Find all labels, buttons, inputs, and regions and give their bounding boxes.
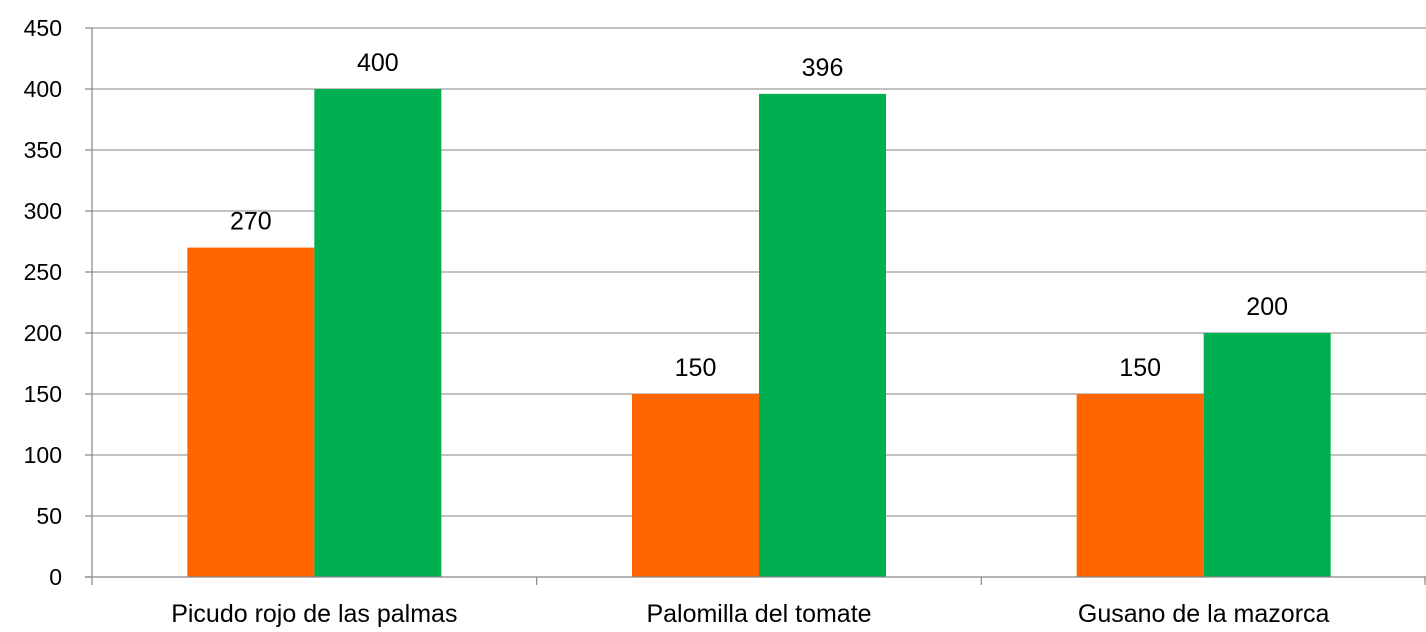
data-label: 150 xyxy=(1119,354,1161,382)
data-label: 400 xyxy=(357,49,399,77)
bar-series2-cat3 xyxy=(1203,333,1331,577)
bar-series1-cat3 xyxy=(1076,394,1204,577)
bar-series1-cat1 xyxy=(187,247,315,577)
data-labels: 270 400 150 396 150 200 xyxy=(230,49,1288,382)
axes xyxy=(85,27,1426,585)
y-tick-label: 400 xyxy=(24,76,62,102)
y-tick-label: 0 xyxy=(49,564,62,590)
bar-series2-cat2 xyxy=(759,93,886,577)
bar-series2-cat1 xyxy=(314,89,442,577)
y-tick-label: 450 xyxy=(24,15,62,41)
data-label: 270 xyxy=(230,208,272,236)
data-label: 150 xyxy=(675,354,717,382)
data-label: 396 xyxy=(802,54,844,82)
y-tick-label: 200 xyxy=(24,320,62,346)
data-label: 200 xyxy=(1246,293,1288,321)
y-tick-label: 300 xyxy=(24,198,62,224)
x-category-label: Palomilla del tomate xyxy=(646,600,871,628)
y-tick-label: 100 xyxy=(24,442,62,468)
bar-series1-cat2 xyxy=(632,394,759,577)
y-axis-tick-labels: 0 50 100 150 200 250 300 350 400 450 xyxy=(24,15,62,590)
y-tick-label: 150 xyxy=(24,381,62,407)
y-tick-label: 250 xyxy=(24,259,62,285)
x-category-label: Picudo rojo de las palmas xyxy=(171,600,457,628)
y-tick-label: 50 xyxy=(36,503,62,529)
x-category-label: Gusano de la mazorca xyxy=(1078,600,1330,628)
x-axis-category-labels: Picudo rojo de las palmas Palomilla del t… xyxy=(171,600,1329,628)
bars xyxy=(187,89,1331,577)
y-tick-label: 350 xyxy=(24,137,62,163)
